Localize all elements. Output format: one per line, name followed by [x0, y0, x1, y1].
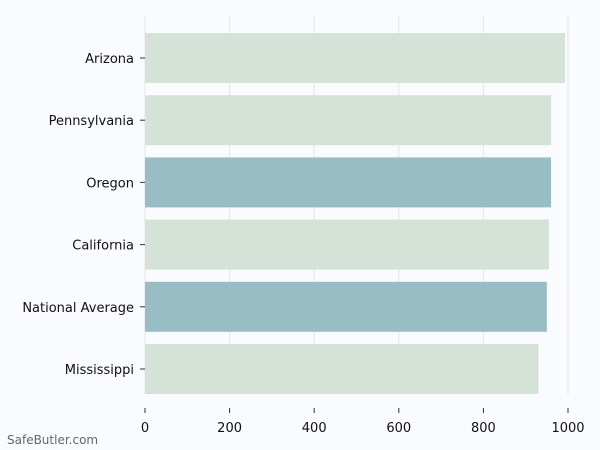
category-label: National Average: [22, 301, 134, 316]
bars: [145, 33, 566, 394]
bar-national-average: [145, 281, 547, 332]
bar-pennsylvania: [145, 95, 552, 146]
bar-oregon: [145, 157, 552, 208]
category-labels: Arizona Pennsylvania Oregon California Natio…: [22, 52, 145, 378]
category-label: Pennsylvania: [49, 114, 134, 129]
bar-mississippi: [145, 344, 539, 394]
x-tick-label: 800: [471, 421, 496, 436]
category-label: California: [72, 239, 134, 254]
watermark-text: SafeButler.com: [7, 433, 99, 447]
category-label: Arizona: [85, 52, 134, 67]
x-tick-label: 1000: [551, 421, 584, 436]
x-axis-ticks: 0 200 400 600 800 1000: [141, 408, 585, 436]
category-label: Oregon: [86, 176, 134, 191]
x-tick-label: 0: [141, 421, 149, 436]
x-tick-label: 600: [386, 421, 411, 436]
bar-california: [145, 219, 549, 270]
x-tick-label: 200: [217, 421, 242, 436]
category-label: Mississippi: [65, 363, 134, 378]
x-tick-label: 400: [302, 421, 327, 436]
bar-arizona: [145, 33, 566, 83]
